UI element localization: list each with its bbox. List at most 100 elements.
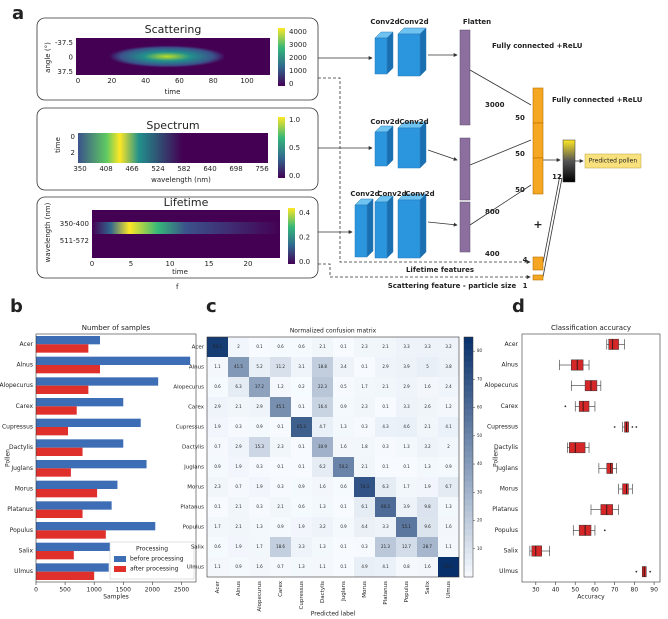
cell-label: 0.9 <box>277 524 284 529</box>
heatmap-cell <box>270 457 291 477</box>
heatmap-cell <box>270 377 291 397</box>
cell-label: 1.6 <box>424 564 431 569</box>
heatmap-cell <box>375 377 396 397</box>
cell-label: 1.3 <box>319 504 326 509</box>
cell-label: 0.9 <box>445 464 452 469</box>
heatmap-cell <box>333 337 354 357</box>
cell-label: 2.3 <box>214 484 221 489</box>
cell-label: 1.3 <box>340 424 347 429</box>
plus-sign: + <box>533 218 542 231</box>
colorbar-step <box>464 379 473 386</box>
y-tick-label: Morus <box>187 485 204 491</box>
cell-label: 80.1 <box>213 344 222 349</box>
cell-label: 2.6 <box>424 404 431 409</box>
y-tick-label: Acer <box>505 341 519 348</box>
y-tick-label: Acer <box>192 345 205 351</box>
outlier <box>635 426 638 428</box>
cell-label: 6.2 <box>319 464 326 469</box>
cell-label: 1.7 <box>361 384 368 389</box>
y-tick-label: Populus <box>10 527 33 534</box>
cell-label: 3.9 <box>403 504 410 509</box>
heatmap-cell <box>375 477 396 497</box>
colorbar-step <box>464 517 473 524</box>
y-tick-label: Dactylis <box>182 445 204 451</box>
colorbar-label: 0.0 <box>299 258 310 266</box>
heatmap-cell <box>270 557 291 577</box>
colorbar <box>288 208 295 264</box>
cell-label: 1.6 <box>319 484 326 489</box>
y-tick-label: -37.5 <box>55 39 73 47</box>
x-tick-label: 0 <box>34 587 38 594</box>
colorbar-label: 1.0 <box>289 116 300 124</box>
layer-label: Conv2d <box>370 18 399 26</box>
cell-label: 2.1 <box>319 344 326 349</box>
bar <box>36 563 109 572</box>
colorbar-step <box>464 433 473 440</box>
cell-label: 1.1 <box>319 564 326 569</box>
y-tick-label: Carex <box>501 403 519 410</box>
colorbar-step <box>464 355 473 362</box>
colorbar <box>278 117 285 178</box>
size-label: 50 <box>515 186 525 194</box>
heatmap-cell <box>228 497 249 517</box>
output-layer <box>562 139 576 183</box>
colorbar-label: 60 <box>477 405 483 410</box>
cell-label: 0.1 <box>298 404 305 409</box>
cell-label: 1.3 <box>298 564 305 569</box>
x-tick-label: 408 <box>99 165 112 173</box>
cell-label: 41.5 <box>234 364 243 369</box>
cell-label: 3.3 <box>424 344 431 349</box>
heatmap-cell <box>228 557 249 577</box>
y-tick-label: Alnus <box>189 365 204 371</box>
heatmap-cell <box>270 537 291 557</box>
colorbar-step <box>464 427 473 434</box>
cell-label: 0.1 <box>340 504 347 509</box>
cell-label: 3.3 <box>403 404 410 409</box>
heatmap-cell <box>354 517 375 537</box>
colorbar-label: 2000 <box>289 54 307 62</box>
heatmap-cell <box>249 457 270 477</box>
cell-label: 6.7 <box>445 484 452 489</box>
legend-label: before processing <box>130 556 184 563</box>
colorbar-label: 3000 <box>289 41 307 49</box>
cell-label: 65.3 <box>297 424 306 429</box>
panel-label: b <box>10 296 23 317</box>
heatmap-cell <box>354 557 375 577</box>
y-tick-label: Cupressus <box>2 424 33 431</box>
cell-label: 0.9 <box>298 484 305 489</box>
y-tick-label: Alopecurus <box>485 382 518 389</box>
cell-label: 0.9 <box>256 424 263 429</box>
heatmap-cell <box>228 437 249 457</box>
heatmap-cell <box>291 357 312 377</box>
cell-label: 0.1 <box>340 564 347 569</box>
y-tick-label: Ulmus <box>187 565 204 571</box>
heatmap-cell <box>228 457 249 477</box>
x-tick-label: Carex <box>278 580 284 597</box>
x-axis-label: time <box>165 88 181 96</box>
cell-label: 9.8 <box>424 504 431 509</box>
heatmap-cell <box>291 377 312 397</box>
y-tick-label: Carex <box>188 405 205 411</box>
cell-label: 0.3 <box>361 544 368 549</box>
flatten-bar <box>459 137 471 201</box>
x-axis-label: Predicted label <box>311 611 356 618</box>
x-tick-label: Populus <box>404 581 410 602</box>
size-label: 12 <box>552 173 562 181</box>
cell-label: 2.1 <box>235 504 242 509</box>
colorbar-step <box>464 475 473 482</box>
outlier <box>631 426 634 428</box>
heatmap-cell <box>207 397 228 417</box>
cell-label: 2.9 <box>235 444 242 449</box>
cell-label: 3.1 <box>298 364 305 369</box>
heatmap-cell <box>396 377 417 397</box>
bar <box>36 551 74 560</box>
heatmap-cell <box>249 477 270 497</box>
connector <box>542 177 563 278</box>
cell-label: 50.2 <box>339 464 348 469</box>
x-tick-label: Dactylis <box>320 581 326 603</box>
colorbar-step <box>464 535 473 542</box>
heatmap-cell <box>270 397 291 417</box>
y-tick-label: Ulmus <box>14 568 33 575</box>
cell-label: 2.1 <box>235 404 242 409</box>
